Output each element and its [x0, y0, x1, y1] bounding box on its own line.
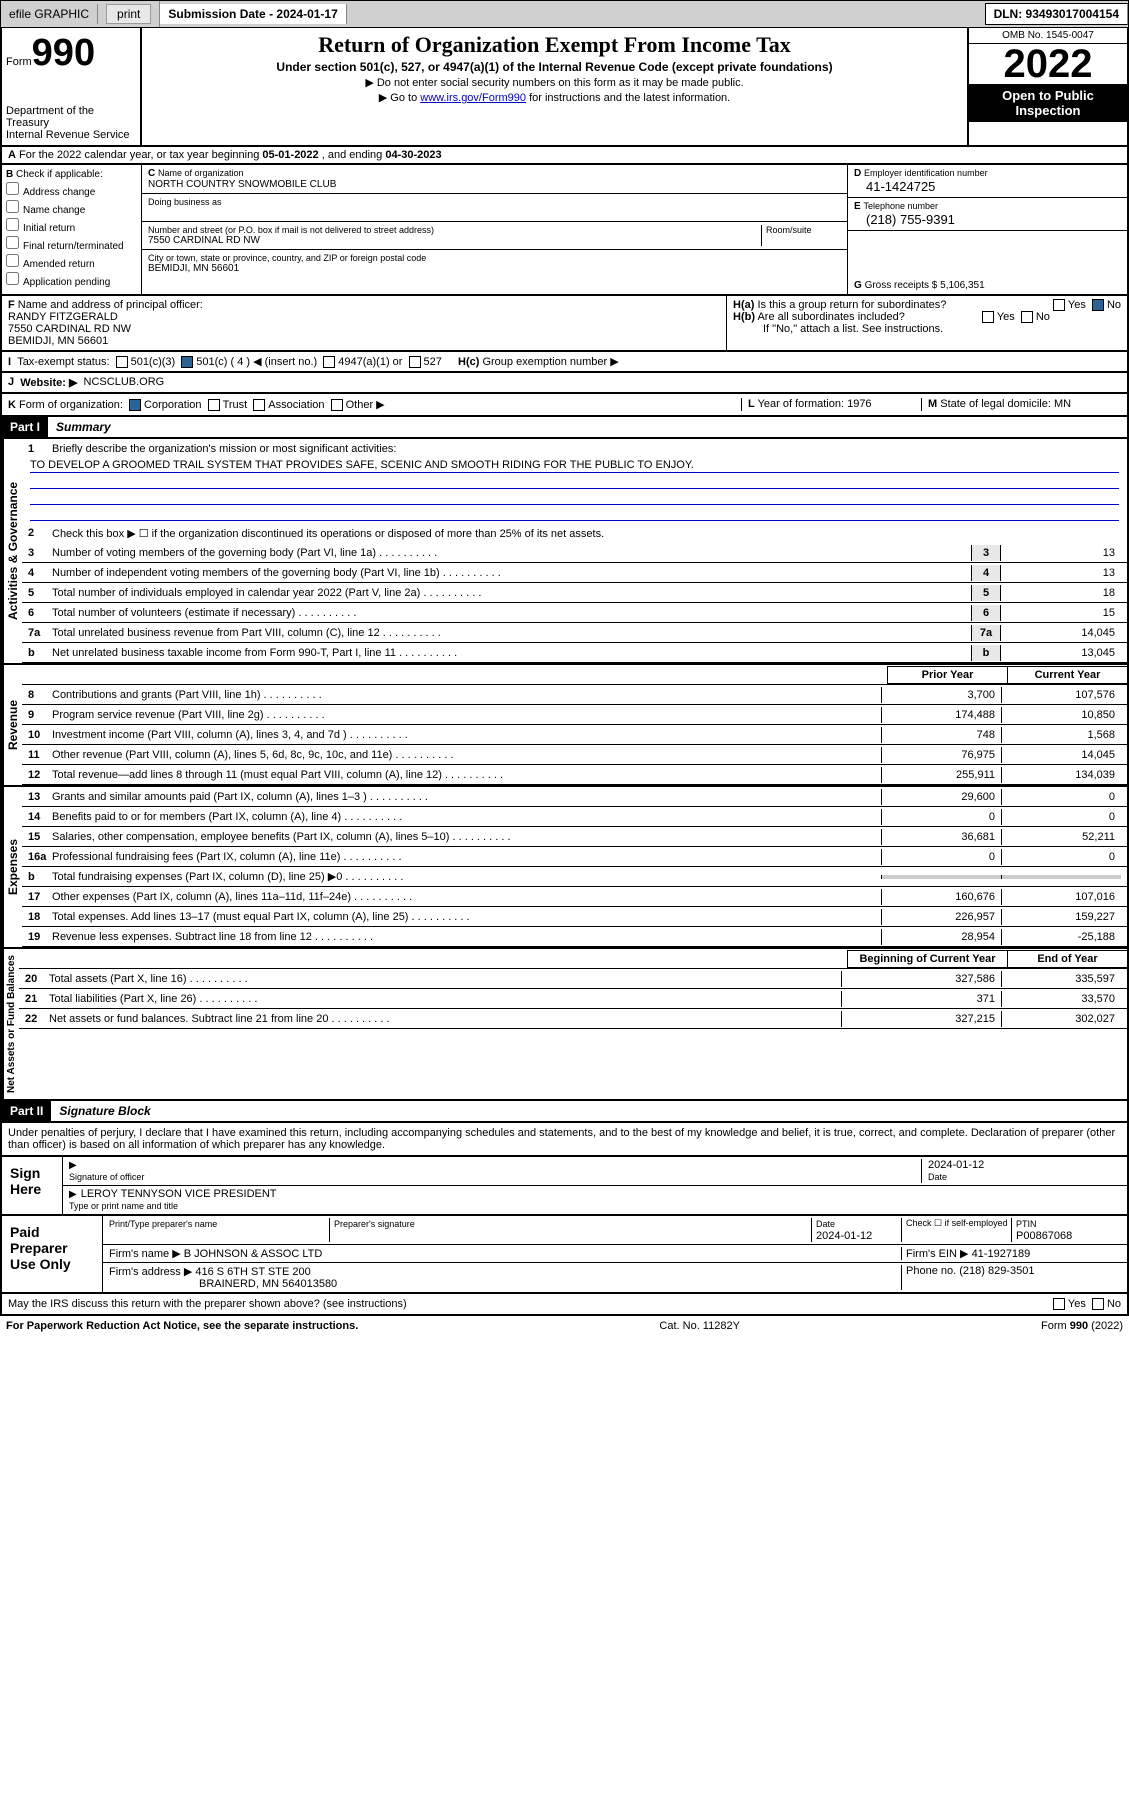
section-c: C Name of organization NORTH COUNTRY SNO…	[142, 165, 847, 294]
form-title: Return of Organization Exempt From Incom…	[150, 32, 959, 58]
cb-hb-yes[interactable]	[982, 311, 994, 323]
row-i: I Tax-exempt status: 501(c)(3) 501(c) ( …	[0, 352, 1129, 373]
efile-label: efile GRAPHIC	[1, 4, 98, 24]
inspection-label: Open to Public Inspection	[969, 84, 1127, 122]
tax-year-end: 04-30-2023	[385, 149, 441, 161]
prep-date: 2024-01-12	[816, 1230, 872, 1242]
section-right: D Employer identification number 41-1424…	[847, 165, 1127, 294]
row-k: K Form of organization: Corporation Trus…	[0, 394, 1129, 417]
irs-label: Internal Revenue Service	[6, 129, 136, 141]
section-governance: Activities & Governance 1Briefly describ…	[0, 439, 1129, 665]
cb-corp[interactable]	[129, 399, 141, 411]
cb-app-pending[interactable]: Application pending	[6, 272, 137, 288]
line-a: A For the 2022 calendar year, or tax yea…	[0, 147, 1129, 165]
firm-phone: (218) 829-3501	[959, 1265, 1034, 1277]
cb-final-return[interactable]: Final return/terminated	[6, 236, 137, 252]
street: 7550 CARDINAL RD NW	[148, 235, 761, 246]
website: NCSCLUB.ORG	[84, 376, 165, 389]
dln: DLN: 93493017004154	[985, 3, 1128, 25]
section-expenses: Expenses 13Grants and similar amounts pa…	[0, 787, 1129, 949]
cb-discuss-no[interactable]	[1092, 1298, 1104, 1310]
cb-amended[interactable]: Amended return	[6, 254, 137, 270]
firm-name: B JOHNSON & ASSOC LTD	[184, 1248, 323, 1260]
part1-header: Part I Summary	[0, 417, 1129, 439]
sign-here: Sign Here Signature of officer 2024-01-1…	[0, 1157, 1129, 1216]
year-formation: 1976	[847, 398, 871, 410]
cb-address-change[interactable]: Address change	[6, 182, 137, 198]
discuss-row: May the IRS discuss this return with the…	[0, 1294, 1129, 1316]
section-b: B Check if applicable: Address change Na…	[2, 165, 142, 294]
footer: For Paperwork Reduction Act Notice, see …	[0, 1316, 1129, 1336]
tax-year-begin: 05-01-2022	[262, 149, 318, 161]
officer-name: RANDY FITZGERALD	[8, 311, 118, 323]
cb-name-change[interactable]: Name change	[6, 200, 137, 216]
gross-receipts: 5,106,351	[940, 280, 985, 291]
cb-hb-no[interactable]	[1021, 311, 1033, 323]
instr-ssn: ▶ Do not enter social security numbers o…	[150, 76, 959, 89]
domicile: MN	[1054, 398, 1071, 410]
part2-header: Part II Signature Block	[0, 1101, 1129, 1123]
cb-assoc[interactable]	[253, 399, 265, 411]
cb-ha-yes[interactable]	[1053, 299, 1065, 311]
dba	[148, 207, 841, 218]
officer-signed: LEROY TENNYSON VICE PRESIDENT	[81, 1188, 277, 1200]
telephone: (218) 755-9391	[854, 212, 1121, 227]
row-j: J Website: ▶ NCSCLUB.ORG	[0, 373, 1129, 394]
top-bar: efile GRAPHIC print Submission Date - 20…	[0, 0, 1129, 28]
row-f-h: F Name and address of principal officer:…	[0, 296, 1129, 352]
firm-ein: 41-1927189	[972, 1248, 1031, 1260]
cb-discuss-yes[interactable]	[1053, 1298, 1065, 1310]
ptin: P00867068	[1016, 1230, 1072, 1242]
cb-501c3[interactable]	[116, 356, 128, 368]
section-net-assets: Net Assets or Fund Balances Beginning of…	[0, 949, 1129, 1101]
cb-trust[interactable]	[208, 399, 220, 411]
section-revenue: Revenue Prior Year Current Year 8Contrib…	[0, 665, 1129, 787]
instr-link: ▶ Go to www.irs.gov/Form990 for instruct…	[150, 91, 959, 104]
form-subtitle: Under section 501(c), 527, or 4947(a)(1)…	[150, 60, 959, 74]
sig-date: 2024-01-12	[928, 1159, 984, 1171]
paid-preparer: Paid Preparer Use Only Print/Type prepar…	[0, 1216, 1129, 1294]
cb-501c[interactable]	[181, 356, 193, 368]
cb-527[interactable]	[409, 356, 421, 368]
print-button[interactable]: print	[106, 4, 151, 24]
city: BEMIDJI, MN 56601	[148, 263, 841, 274]
info-grid: B Check if applicable: Address change Na…	[0, 165, 1129, 296]
form-header: Form990 Department of the Treasury Inter…	[0, 28, 1129, 147]
org-name: NORTH COUNTRY SNOWMOBILE CLUB	[148, 179, 841, 190]
mission: TO DEVELOP A GROOMED TRAIL SYSTEM THAT P…	[30, 459, 1119, 473]
submission-date: Submission Date - 2024-01-17	[160, 4, 346, 24]
ein: 41-1424725	[854, 179, 1121, 194]
cb-other[interactable]	[331, 399, 343, 411]
form-word: Form	[6, 56, 32, 68]
cb-4947[interactable]	[323, 356, 335, 368]
form-number: 990	[32, 32, 95, 74]
dept-treasury: Department of the Treasury	[6, 105, 136, 129]
cb-ha-no[interactable]	[1092, 299, 1104, 311]
firm-addr: 416 S 6TH ST STE 200	[195, 1266, 310, 1278]
irs-link[interactable]: www.irs.gov/Form990	[420, 92, 526, 104]
penalty-text: Under penalties of perjury, I declare th…	[0, 1123, 1129, 1157]
cb-initial-return[interactable]: Initial return	[6, 218, 137, 234]
tax-year: 2022	[969, 44, 1127, 84]
